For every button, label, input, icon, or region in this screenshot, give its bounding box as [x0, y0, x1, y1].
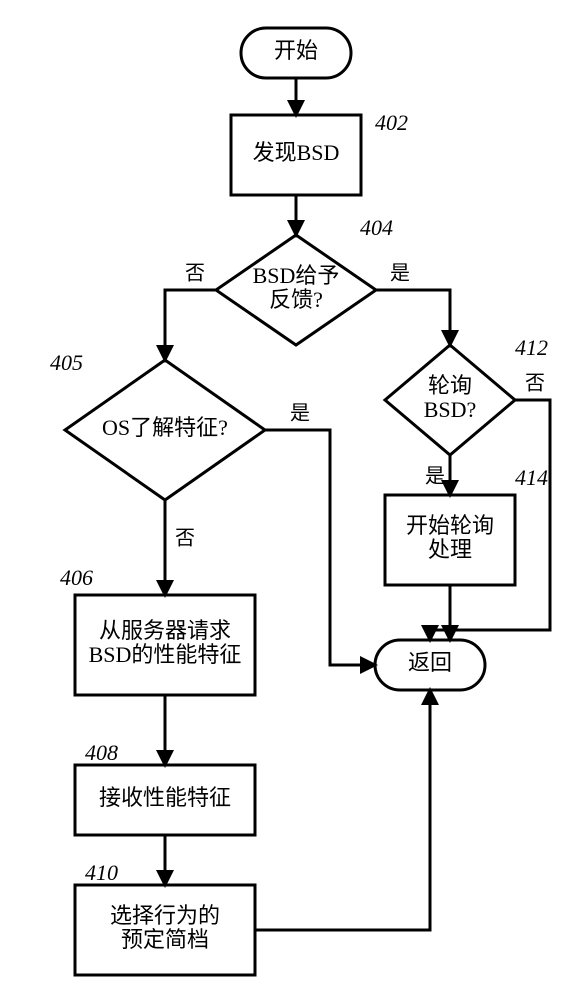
- svg-text:是: 是: [290, 403, 310, 425]
- svg-text:BSD?: BSD?: [424, 397, 477, 422]
- d404: BSD给予反馈? 404: [216, 215, 393, 345]
- svg-text:开始: 开始: [274, 38, 318, 63]
- edge: 是: [265, 403, 375, 665]
- svg-text:接收性能特征: 接收性能特征: [99, 785, 231, 810]
- edge: 是: [376, 263, 450, 345]
- svg-text:否: 否: [525, 373, 545, 395]
- svg-text:从服务器请求: 从服务器请求: [99, 618, 231, 643]
- svg-text:开始轮询: 开始轮询: [406, 513, 494, 538]
- svg-text:412: 412: [515, 335, 548, 360]
- svg-text:410: 410: [85, 860, 118, 885]
- n414: 开始轮询处理 414: [385, 465, 548, 585]
- d412: 轮询BSD? 412: [385, 335, 548, 455]
- n402: 发现BSD 402: [231, 110, 408, 195]
- svg-text:否: 否: [175, 528, 195, 550]
- svg-text:OS了解特征?: OS了解特征?: [102, 415, 228, 440]
- svg-text:406: 406: [60, 565, 93, 590]
- svg-text:反馈?: 反馈?: [269, 287, 323, 312]
- svg-text:是: 是: [425, 466, 445, 488]
- svg-text:是: 是: [390, 263, 410, 285]
- svg-text:408: 408: [85, 740, 118, 765]
- edge: [255, 690, 430, 930]
- svg-text:返回: 返回: [408, 650, 452, 675]
- svg-text:发现BSD: 发现BSD: [253, 140, 340, 165]
- svg-text:402: 402: [375, 110, 408, 135]
- edge: 否: [165, 263, 216, 360]
- start: 开始: [241, 28, 351, 78]
- svg-text:选择行为的: 选择行为的: [110, 903, 220, 928]
- svg-text:处理: 处理: [428, 537, 472, 562]
- svg-text:否: 否: [185, 263, 205, 285]
- svg-text:414: 414: [515, 465, 548, 490]
- d405: OS了解特征? 405: [50, 350, 265, 500]
- svg-text:BSD给予: BSD给予: [253, 263, 340, 288]
- svg-text:405: 405: [50, 350, 83, 375]
- svg-text:BSD的性能特征: BSD的性能特征: [89, 642, 242, 667]
- return: 返回: [375, 640, 485, 690]
- svg-text:404: 404: [360, 215, 393, 240]
- edge: 是: [425, 455, 450, 495]
- edge: 否: [165, 500, 195, 595]
- svg-text:轮询: 轮询: [428, 373, 472, 398]
- svg-text:预定简档: 预定简档: [121, 927, 209, 952]
- n406: 从服务器请求BSD的性能特征 406: [60, 565, 255, 695]
